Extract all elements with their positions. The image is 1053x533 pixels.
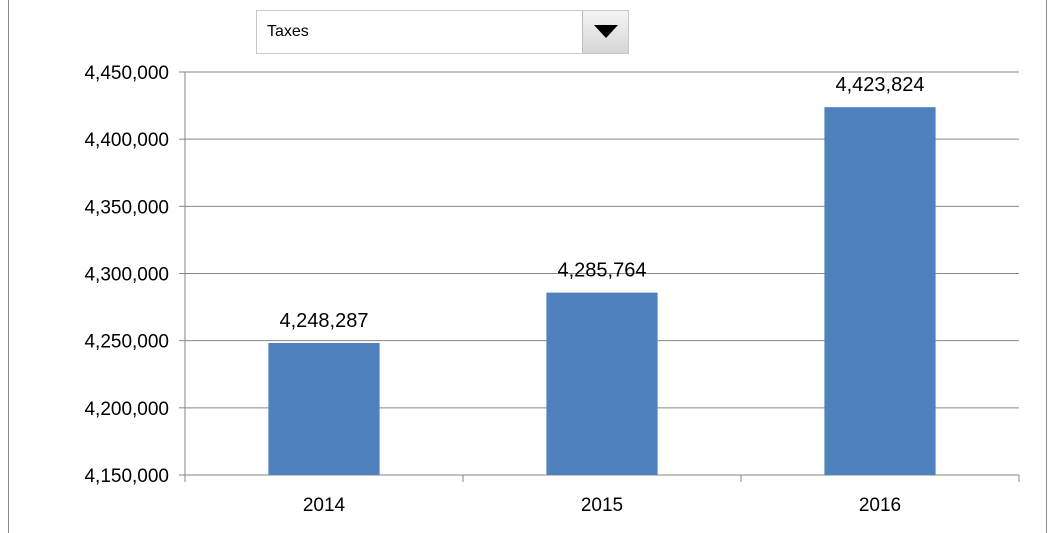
y-tick-label: 4,450,000 xyxy=(84,63,169,84)
y-tick-label: 4,400,000 xyxy=(84,130,169,151)
bar-2014 xyxy=(268,342,380,475)
triangle-down-icon xyxy=(594,25,618,38)
y-tick-label: 4,150,000 xyxy=(84,466,169,487)
category-select[interactable]: Taxes xyxy=(256,10,629,54)
category-select-value: Taxes xyxy=(267,23,309,40)
data-label-2014: 4,248,287 xyxy=(280,310,369,332)
y-tick-label: 4,350,000 xyxy=(84,197,169,218)
chart-frame xyxy=(8,0,1047,533)
y-tick-label: 4,250,000 xyxy=(84,332,169,353)
x-tick-label-2014: 2014 xyxy=(303,495,346,516)
y-tick-label: 4,200,000 xyxy=(84,399,169,420)
data-label-2016: 4,423,824 xyxy=(836,74,925,96)
data-label-2015: 4,285,764 xyxy=(558,260,647,282)
bar-2015 xyxy=(546,292,658,475)
x-tick-label-2016: 2016 xyxy=(859,495,901,516)
x-tick-label-2015: 2015 xyxy=(581,495,623,516)
dropdown-toggle-button[interactable] xyxy=(582,11,628,53)
bar-2016 xyxy=(824,107,936,476)
y-tick-label: 4,300,000 xyxy=(84,265,169,286)
